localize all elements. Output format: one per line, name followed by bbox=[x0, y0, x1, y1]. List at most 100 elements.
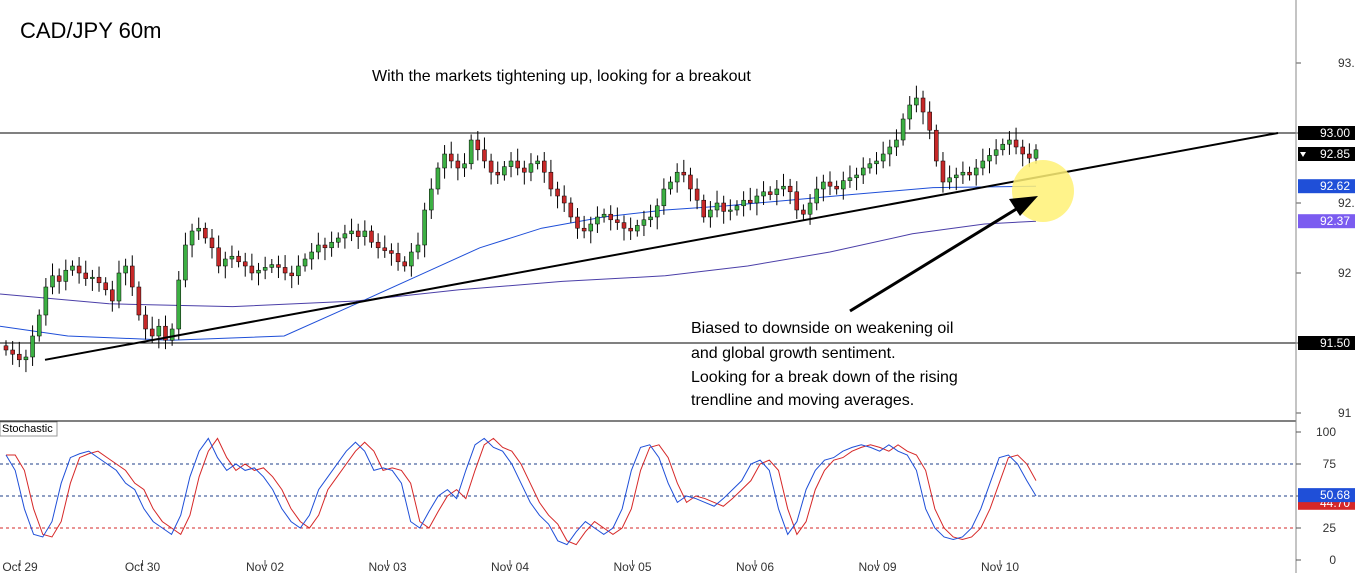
candle-down bbox=[389, 250, 394, 254]
annotation-top: With the markets tightening up, looking … bbox=[372, 68, 751, 85]
candle-up bbox=[880, 153, 886, 162]
candle-down bbox=[163, 325, 168, 341]
price-tag-label: 93.00 bbox=[1320, 126, 1350, 140]
candle-up bbox=[508, 160, 514, 167]
annotation-bias-line: Biased to downside on weakening oil bbox=[691, 320, 953, 337]
price-tick-label: 92.50 bbox=[1338, 196, 1355, 210]
candle-up bbox=[223, 258, 228, 267]
horizontal-levels bbox=[0, 132, 1296, 344]
candle-up bbox=[907, 104, 912, 120]
candle-up bbox=[336, 237, 341, 243]
candle-down bbox=[927, 111, 932, 131]
candle-down bbox=[688, 174, 693, 190]
candle-up bbox=[535, 160, 540, 165]
candle-up bbox=[841, 180, 846, 190]
candle-up bbox=[169, 328, 175, 341]
candle-up bbox=[807, 202, 813, 215]
candle-down bbox=[209, 237, 215, 249]
candle-up bbox=[847, 177, 853, 181]
stochastic-tick-label: 75 bbox=[1323, 457, 1337, 471]
candle-down bbox=[83, 272, 88, 279]
time-tick-label: Nov 05 bbox=[613, 560, 651, 573]
candle-up bbox=[415, 244, 421, 253]
candle-up bbox=[914, 97, 919, 106]
candle-up bbox=[116, 272, 122, 302]
candle-down bbox=[448, 153, 454, 162]
candle-down bbox=[794, 191, 800, 211]
candle-up bbox=[262, 267, 268, 271]
candle-down bbox=[10, 349, 15, 355]
candle-up bbox=[641, 219, 647, 226]
candle-down bbox=[1013, 139, 1019, 148]
candle-up bbox=[954, 174, 959, 179]
candle-down bbox=[568, 202, 574, 218]
stochastic-tick-label: 25 bbox=[1323, 521, 1337, 535]
candle-down bbox=[242, 261, 248, 267]
candle-down bbox=[382, 247, 388, 251]
candle-down bbox=[395, 253, 401, 263]
candle-up bbox=[754, 195, 760, 204]
candle-down bbox=[1020, 146, 1025, 155]
annotation-bias-line: trendline and moving averages. bbox=[691, 392, 914, 409]
candle-down bbox=[282, 267, 288, 274]
candle-down bbox=[482, 149, 487, 162]
candle-down bbox=[515, 160, 520, 169]
candle-up bbox=[887, 146, 893, 155]
rising-trendline bbox=[44, 132, 1279, 361]
candle-down bbox=[322, 244, 328, 249]
candle-up bbox=[601, 213, 607, 218]
price-axis-ticks: 93.50 93.00 92.50 92 91.50 91 bbox=[1296, 56, 1355, 420]
stochastic-tick-label: 100 bbox=[1316, 425, 1336, 439]
candle-down bbox=[56, 275, 62, 282]
candle-up bbox=[70, 265, 75, 271]
candle-up bbox=[821, 181, 826, 190]
stochastic-tick-label: 0 bbox=[1329, 553, 1336, 567]
chart-title: CAD/JPY 60m bbox=[20, 18, 161, 43]
candle-up bbox=[269, 264, 275, 268]
candle-up bbox=[648, 216, 653, 221]
candle-up bbox=[1007, 139, 1012, 145]
candle-up bbox=[196, 227, 201, 232]
candle-up bbox=[296, 265, 301, 277]
annotation-bias: Biased to downside on weakening oil and … bbox=[691, 320, 958, 409]
candle-up bbox=[176, 279, 182, 330]
candle-down bbox=[96, 276, 102, 284]
candle-up bbox=[189, 230, 195, 246]
candle-down bbox=[488, 160, 494, 173]
candle-down bbox=[834, 185, 839, 190]
candle-down bbox=[615, 219, 620, 223]
candle-up bbox=[183, 244, 188, 281]
candle-up bbox=[854, 174, 859, 179]
candle-up bbox=[774, 188, 780, 195]
candle-up bbox=[435, 167, 441, 190]
candle-up bbox=[43, 286, 49, 316]
time-tick-label: Nov 03 bbox=[368, 560, 406, 573]
candle-up bbox=[229, 255, 235, 260]
stochastic-k-tag-label: 50.68 bbox=[1320, 488, 1350, 502]
candle-down bbox=[289, 272, 294, 277]
candle-down bbox=[827, 181, 833, 187]
candle-up bbox=[90, 276, 95, 279]
candle-up bbox=[781, 185, 786, 190]
candle-down bbox=[375, 241, 381, 249]
candle-down bbox=[136, 286, 142, 316]
candle-up bbox=[588, 223, 594, 232]
candle-down bbox=[103, 282, 108, 291]
stochastic-k-tag bbox=[1298, 488, 1355, 503]
candle-down bbox=[748, 199, 753, 204]
candle-down bbox=[369, 230, 374, 243]
candle-down bbox=[130, 265, 135, 288]
moving-average-fast bbox=[0, 185, 1037, 341]
candle-up bbox=[947, 177, 952, 183]
candle-up bbox=[708, 209, 713, 218]
candle-down bbox=[236, 255, 241, 263]
candle-down bbox=[581, 227, 587, 232]
candle-down bbox=[787, 185, 793, 193]
candle-down bbox=[608, 213, 613, 221]
candle-up bbox=[156, 325, 162, 337]
candle-up bbox=[860, 167, 866, 176]
candle-up bbox=[442, 153, 447, 169]
candle-up bbox=[30, 335, 35, 358]
candle-up bbox=[987, 155, 992, 162]
